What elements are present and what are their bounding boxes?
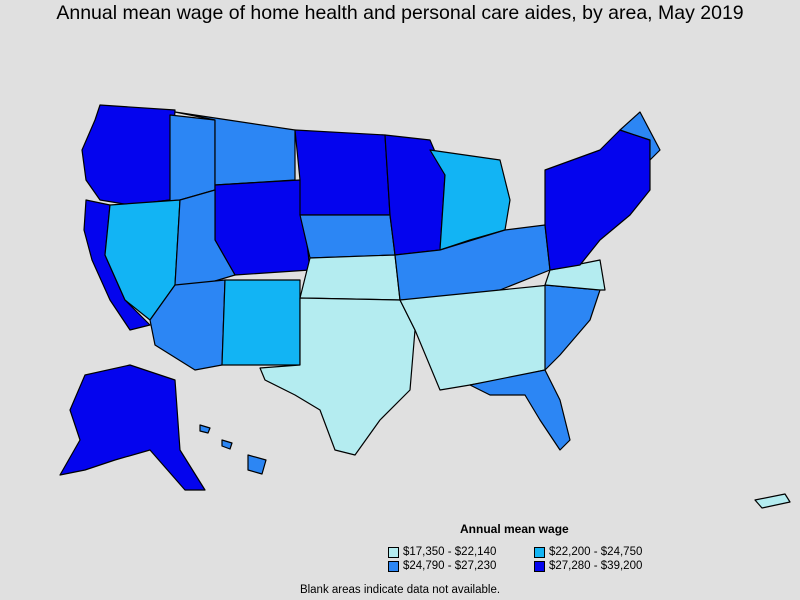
legend-item-low: $17,350 - $22,140 [388, 546, 496, 558]
legend-label-mid-low: $22,200 - $24,750 [549, 546, 643, 558]
legend-item-mid-low: $22,200 - $24,750 [534, 546, 642, 558]
region-dakotas [294, 129, 391, 216]
region-southeast-coast [544, 284, 601, 371]
legend-swatch-mid-high [388, 560, 399, 572]
legend-title: Annual mean wage [460, 522, 569, 536]
region-kansas [299, 254, 401, 301]
legend-item-high: $27,280 - $39,200 [534, 560, 642, 572]
region-hawaii [199, 424, 267, 475]
map-title: Annual mean wage of home health and pers… [56, 2, 744, 24]
footnote: Blank areas indicate data not available. [299, 584, 501, 596]
region-new-mexico [221, 279, 301, 366]
region-puerto-rico [754, 493, 791, 509]
region-wyoming-colorado [214, 179, 311, 276]
region-florida [469, 369, 571, 451]
legend-swatch-high [534, 560, 545, 572]
region-carolinas [544, 259, 606, 291]
region-northeast [544, 129, 651, 271]
region-maine [619, 111, 661, 161]
legend-item-mid-high: $24,790 - $27,230 [388, 560, 496, 572]
legend-label-low: $17,350 - $22,140 [403, 546, 497, 558]
region-alaska [59, 364, 206, 491]
legend-swatch-low [388, 546, 399, 558]
region-pacific-northwest [81, 104, 176, 206]
legend-label-high: $27,280 - $39,200 [549, 560, 643, 572]
legend-swatch-mid-low [534, 546, 545, 558]
region-central-plains [299, 214, 396, 259]
legend-label-mid-high: $24,790 - $27,230 [403, 560, 497, 572]
